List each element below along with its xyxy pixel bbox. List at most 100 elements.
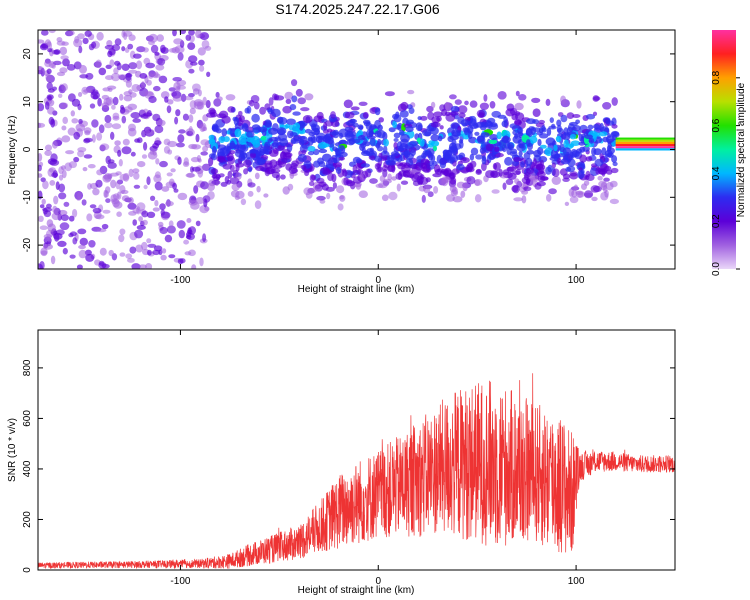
spectrogram-cell xyxy=(289,132,298,137)
spectrogram-cell xyxy=(254,172,260,180)
spectrogram-cell xyxy=(78,92,83,97)
spectrogram-cell xyxy=(548,188,557,195)
spectrogram-cell xyxy=(513,197,523,202)
spectrogram-cell xyxy=(85,72,94,80)
spectrogram-cell xyxy=(221,128,228,137)
spectrogram-cell xyxy=(247,182,256,188)
spectrogram-cell xyxy=(588,137,595,144)
spectrogram-cell xyxy=(195,220,201,227)
spectrogram-cell xyxy=(171,46,180,54)
spectrogram-cell xyxy=(155,158,160,165)
spectrogram-cell xyxy=(48,30,56,34)
spectrogram-cell xyxy=(104,114,112,124)
spectrogram-cell xyxy=(44,150,53,157)
spectrogram-cell xyxy=(577,191,585,198)
spectrogram-cell xyxy=(269,159,278,168)
spectrogram-cell xyxy=(110,179,117,189)
spectrogram-cell xyxy=(434,164,441,174)
spectrogram-cell xyxy=(369,178,378,184)
spectrogram-cell xyxy=(191,264,197,269)
spectrogram-cell xyxy=(71,118,79,124)
spectrogram-cell xyxy=(199,257,204,267)
spectrogram-cell xyxy=(517,126,524,134)
spectrogram-cell xyxy=(155,64,165,71)
spectrogram-cell xyxy=(130,112,141,119)
spectrogram-cell xyxy=(525,127,532,137)
spectrogram-cell xyxy=(268,136,279,142)
spectrogram-cell xyxy=(102,209,111,214)
spectrogram-cell xyxy=(322,183,329,191)
spectrogram-cell xyxy=(249,148,257,154)
spectrogram-cell xyxy=(525,178,531,186)
spectrogram-cell xyxy=(540,144,547,149)
spectrogram-cell xyxy=(316,195,326,201)
spectrogram-cell xyxy=(430,121,441,128)
spectrogram-cell xyxy=(199,65,205,72)
spectrogram-cell xyxy=(145,263,153,269)
spectrogram-cell xyxy=(401,151,412,156)
spectrogram-cell xyxy=(73,131,80,140)
spectrogram-cell xyxy=(92,188,100,196)
spectrogram-cell xyxy=(335,152,341,157)
spectrogram-cell xyxy=(566,112,575,119)
spectrogram-cell xyxy=(523,172,531,178)
spectrogram-cell xyxy=(541,127,547,133)
spectrogram-cell xyxy=(81,199,87,206)
spectrogram-cell xyxy=(555,135,562,143)
spectrogram-cell xyxy=(125,72,132,81)
spectrogram-cell xyxy=(238,135,247,145)
spectrogram-cell xyxy=(234,128,242,138)
spectrogram-cell xyxy=(433,145,437,152)
spectrogram-cell xyxy=(414,162,423,171)
spectrogram-cell xyxy=(62,58,70,67)
spectrogram-cell xyxy=(348,138,356,145)
spectrogram-cell xyxy=(436,115,442,122)
spectrogram-cell xyxy=(393,114,402,123)
spectrogram-cell xyxy=(178,129,186,134)
spectrogram-cell xyxy=(399,129,405,136)
spectrogram-cell xyxy=(197,89,202,97)
spectrogram-cell xyxy=(377,124,383,131)
spectrogram-cell xyxy=(160,47,169,54)
spectrogram-cell xyxy=(111,123,122,130)
spectrogram-cell xyxy=(310,128,320,136)
spectrogram-cell xyxy=(126,257,135,263)
spectrogram-cell xyxy=(218,136,226,144)
spectrogram-cell xyxy=(170,168,176,173)
spectrogram-cell xyxy=(119,228,126,235)
spectrogram-cell xyxy=(42,180,49,190)
spectrogram-cell xyxy=(249,99,255,107)
snr-ytick-label: 400 xyxy=(22,460,33,477)
spectrogram-cell xyxy=(397,171,402,180)
spectrogram-cell xyxy=(199,32,210,41)
spectrogram-cell xyxy=(485,143,494,152)
spectrogram-cell xyxy=(251,113,260,123)
spectrogram-band xyxy=(615,148,675,151)
spectrogram-cell xyxy=(85,253,95,262)
spectrogram-cell xyxy=(78,118,83,125)
spectrogram-cell xyxy=(177,156,182,165)
spectrogram-cell xyxy=(594,158,604,167)
spectrogram-cell xyxy=(276,127,287,135)
spectrogram-cell xyxy=(375,183,384,188)
spectrogram-cell xyxy=(182,161,190,167)
spectrogram-cell xyxy=(199,123,206,133)
spectrogram-cell xyxy=(207,182,215,192)
spectrogram-cell xyxy=(257,126,268,133)
spectrogram-cell xyxy=(77,33,85,40)
spectrogram-cell xyxy=(158,75,168,84)
spectrogram-cell xyxy=(537,175,546,182)
spectrogram-cell xyxy=(184,95,194,101)
spectrogram-cell xyxy=(365,168,372,178)
spectrogram-cell xyxy=(79,74,89,79)
spectrogram-cell xyxy=(264,141,271,151)
spectrogram-cell xyxy=(534,182,542,190)
spectrogram-cell xyxy=(83,137,93,143)
spectrogram-cell xyxy=(159,203,166,211)
spectrogram-cell xyxy=(316,177,325,184)
spectrogram-cell xyxy=(185,235,192,240)
spectrogram-cell xyxy=(133,184,141,189)
spectrogram-cell xyxy=(152,207,160,212)
spectrogram-cell xyxy=(60,165,66,171)
